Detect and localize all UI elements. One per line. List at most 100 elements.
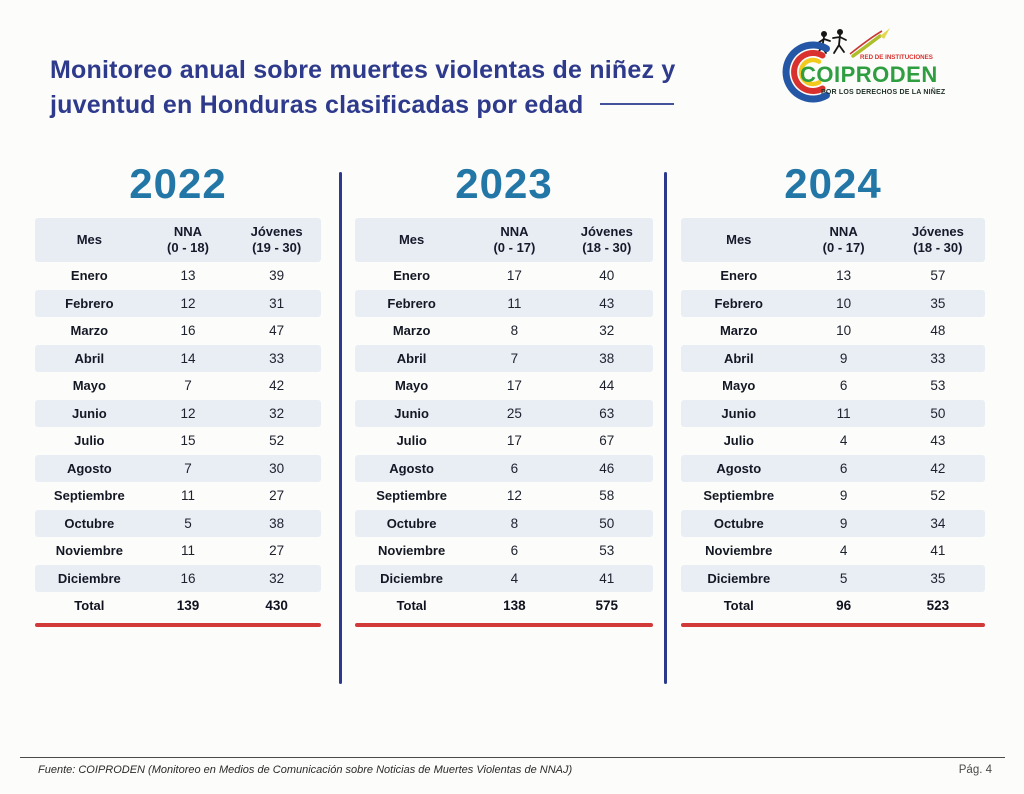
table-row: Julio 4 43 xyxy=(681,427,985,455)
col-header-nna-label: NNA xyxy=(829,223,858,239)
month-cell: Enero xyxy=(720,268,758,284)
jovenes-cell: 47 xyxy=(269,323,285,339)
jovenes-cell: 53 xyxy=(930,378,946,394)
month-cell: Julio xyxy=(396,433,427,449)
nna-cell: 25 xyxy=(506,405,522,421)
table-row: Octubre 5 38 xyxy=(35,509,321,537)
table-row: Junio 11 50 xyxy=(681,399,985,427)
table-row: Septiembre 11 27 xyxy=(35,482,321,510)
jovenes-cell: 31 xyxy=(269,295,285,311)
jovenes-cell: 27 xyxy=(269,488,285,504)
jovenes-cell: 46 xyxy=(599,460,615,476)
jovenes-cell: 35 xyxy=(930,295,946,311)
nna-cell: 9 xyxy=(839,488,848,504)
month-cell: Abril xyxy=(723,350,754,366)
col-header-nna: NNA (0 - 18) xyxy=(144,224,233,257)
nna-cell: 5 xyxy=(839,570,848,586)
jovenes-cell: 52 xyxy=(269,433,285,449)
nna-cell: 4 xyxy=(510,570,519,586)
nna-cell: 4 xyxy=(839,433,848,449)
table-underline xyxy=(355,622,653,627)
footer-page-number: Pág. 4 xyxy=(958,764,992,776)
nna-cell: 14 xyxy=(180,350,196,366)
table-underline xyxy=(35,622,321,627)
nna-cell: 12 xyxy=(180,405,196,421)
jovenes-cell: 48 xyxy=(930,323,946,339)
coiproden-logo: RED DE INSTITUCIONES COIPRODEN POR LOS D… xyxy=(782,28,945,103)
nna-cell: 11 xyxy=(836,405,851,421)
col-header-jovenes-range: (18 - 30) xyxy=(582,240,632,255)
jovenes-cell: 43 xyxy=(930,433,946,449)
jovenes-cell: 57 xyxy=(930,268,946,284)
month-cell: Noviembre xyxy=(55,543,123,559)
month-cell: Mayo xyxy=(722,378,756,394)
col-header-jovenes-label: Jóvenes xyxy=(911,223,964,239)
nna-cell: 16 xyxy=(180,323,196,339)
jovenes-cell: 35 xyxy=(930,570,946,586)
table-row: Diciembre 16 32 xyxy=(35,564,321,592)
month-cell: Junio xyxy=(721,405,757,421)
jovenes-cell: 33 xyxy=(930,350,946,366)
month-cell: Total xyxy=(396,598,427,614)
nna-cell: 15 xyxy=(180,433,196,449)
month-cell: Noviembre xyxy=(705,543,773,559)
col-header-nna: NNA (0 - 17) xyxy=(797,224,891,257)
page-title-line1: Monitoreo anual sobre muertes violentas … xyxy=(50,55,676,84)
col-header-mes: Mes xyxy=(726,231,752,247)
vertical-divider xyxy=(339,172,342,684)
month-cell: Octubre xyxy=(713,515,764,531)
nna-cell: 9 xyxy=(839,350,848,366)
jovenes-cell: 50 xyxy=(599,515,615,531)
table-row: Junio 25 63 xyxy=(355,399,653,427)
table-row: Octubre 9 34 xyxy=(681,509,985,537)
pencil-swoosh-icon xyxy=(849,28,890,58)
jovenes-cell: 43 xyxy=(599,295,615,311)
jovenes-cell: 38 xyxy=(599,350,615,366)
jovenes-cell: 50 xyxy=(930,405,946,421)
nna-cell: 11 xyxy=(180,543,195,559)
children-figures-icon xyxy=(816,29,847,55)
table-row: Noviembre 11 27 xyxy=(35,537,321,565)
month-cell: Mayo xyxy=(72,378,106,394)
table-row: Febrero 11 43 xyxy=(355,289,653,317)
jovenes-cell: 67 xyxy=(599,433,615,449)
table-row: Julio 17 67 xyxy=(355,427,653,455)
logo-name: COIPRODEN xyxy=(800,62,938,87)
table-row: Enero 17 40 xyxy=(355,262,653,290)
col-header-nna-range: (0 - 17) xyxy=(493,240,536,255)
table-row: Diciembre 5 35 xyxy=(681,564,985,592)
table-body: Enero 17 40 Febrero 11 43 Marzo 8 32 Abril 7 38 Mayo… xyxy=(355,262,653,620)
year-table-2024: 2024 Mes NNA (0 - 17) Jóvenes (18 - 30) … xyxy=(681,160,985,627)
jovenes-cell: 63 xyxy=(599,405,615,421)
table-row: Junio 12 32 xyxy=(35,399,321,427)
month-cell: Febrero xyxy=(387,295,436,311)
jovenes-cell: 41 xyxy=(599,570,615,586)
col-header-jovenes-label: Jóvenes xyxy=(580,223,633,239)
total-row: Total 138 575 xyxy=(355,592,653,620)
nna-cell: 6 xyxy=(839,378,848,394)
nna-cell: 4 xyxy=(839,543,848,559)
col-header-nna-label: NNA xyxy=(173,223,203,239)
jovenes-cell: 58 xyxy=(599,488,615,504)
col-header-jovenes-label: Jóvenes xyxy=(250,223,303,239)
month-cell: Julio xyxy=(74,433,105,449)
nna-cell: 17 xyxy=(506,268,522,284)
nna-cell: 16 xyxy=(180,570,196,586)
footer-source-text: Fuente: COIPRODEN (Monitoreo en Medios d… xyxy=(38,764,573,776)
jovenes-cell: 53 xyxy=(599,543,615,559)
col-header-nna-range: (0 - 18) xyxy=(167,240,209,255)
jovenes-cell: 30 xyxy=(269,460,285,476)
jovenes-cell: 575 xyxy=(595,598,619,614)
month-cell: Septiembre xyxy=(53,488,125,504)
month-cell: Enero xyxy=(70,268,108,284)
month-cell: Enero xyxy=(393,268,431,284)
jovenes-cell: 32 xyxy=(269,405,285,421)
table-row: Marzo 8 32 xyxy=(355,317,653,345)
table-row: Agosto 6 42 xyxy=(681,454,985,482)
month-cell: Diciembre xyxy=(707,570,771,586)
col-header-mes: Mes xyxy=(76,231,102,247)
nna-cell: 139 xyxy=(176,598,200,614)
year-table-2022: 2022 Mes NNA (0 - 18) Jóvenes (19 - 30) … xyxy=(35,160,321,627)
month-cell: Agosto xyxy=(389,460,434,476)
